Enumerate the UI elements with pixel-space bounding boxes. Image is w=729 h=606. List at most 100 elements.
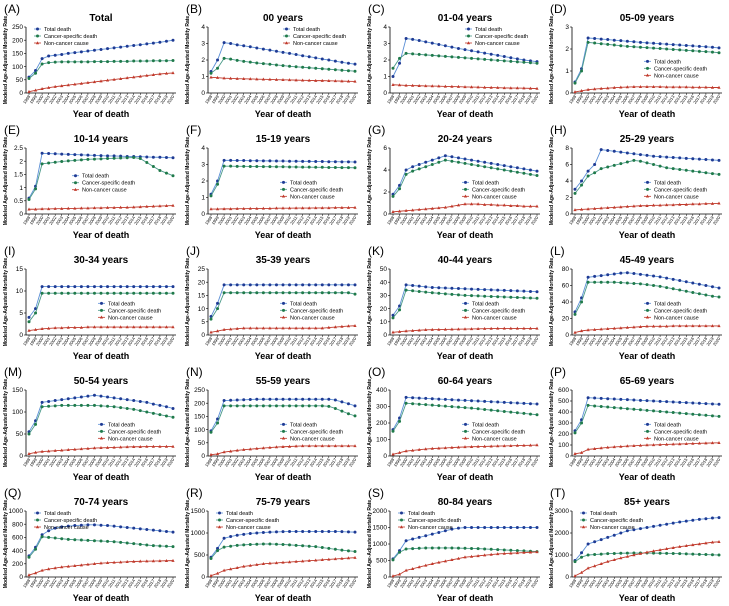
panel-letter: (S) <box>368 486 384 500</box>
data-point-noncancer <box>60 206 64 210</box>
data-point-noncancer <box>145 204 149 208</box>
data-point-total <box>717 402 721 406</box>
data-point-cancer <box>47 535 51 539</box>
legend-marker <box>282 422 285 426</box>
data-point-total <box>40 57 44 61</box>
data-point-noncancer <box>248 77 252 81</box>
x-tick-label: 2017 <box>510 457 520 468</box>
y-tick-label: 2000 <box>555 530 570 537</box>
data-point-noncancer <box>86 80 90 84</box>
data-point-total <box>502 400 506 404</box>
data-point-cancer <box>353 549 357 553</box>
data-point-noncancer <box>164 444 169 448</box>
y-tick-label: 4 <box>201 145 205 152</box>
x-tick-label: 2012 <box>478 94 488 105</box>
data-point-noncancer <box>651 443 656 447</box>
data-point-total <box>424 40 428 44</box>
series-line-noncancer <box>210 557 356 577</box>
data-point-noncancer <box>248 447 252 451</box>
data-point-total <box>294 397 298 401</box>
data-point-total <box>443 397 447 401</box>
data-point-noncancer <box>612 558 616 562</box>
data-point-cancer <box>509 59 513 63</box>
x-tick-label: 2017 <box>146 336 156 347</box>
legend-marker <box>581 525 586 529</box>
data-point-total <box>606 397 610 401</box>
data-point-total <box>430 397 434 401</box>
data-point-noncancer <box>301 559 305 563</box>
x-tick-label: 2006 <box>438 94 448 105</box>
x-tick-label: 1999 <box>28 215 38 226</box>
legend-marker <box>582 518 585 522</box>
data-point-total <box>430 285 434 289</box>
data-point-noncancer <box>710 85 715 89</box>
data-point-total <box>268 530 272 534</box>
x-tick-label: 1999 <box>210 215 220 226</box>
x-tick-label: 2001 <box>224 94 234 105</box>
x-tick-label: 1998 <box>386 215 396 226</box>
data-point-cancer <box>79 403 83 407</box>
data-point-noncancer <box>456 445 461 449</box>
data-point-cancer <box>274 404 278 408</box>
data-point-cancer <box>684 48 688 52</box>
data-point-cancer <box>483 407 487 411</box>
data-point-noncancer <box>164 71 169 75</box>
data-point-total <box>333 398 337 402</box>
data-point-total <box>346 61 350 65</box>
data-point-noncancer <box>242 206 246 210</box>
data-point-total <box>665 42 669 46</box>
data-point-cancer <box>307 404 311 408</box>
data-point-total <box>268 159 272 163</box>
data-point-total <box>476 287 480 291</box>
data-point-noncancer <box>255 77 259 81</box>
data-point-cancer <box>580 69 584 73</box>
data-point-cancer <box>40 405 44 409</box>
data-point-cancer <box>450 159 454 163</box>
data-point-noncancer <box>579 89 584 92</box>
legend-marker <box>645 73 650 77</box>
x-tick-label: 2001 <box>224 457 234 468</box>
data-point-noncancer <box>158 204 162 208</box>
data-point-total <box>671 277 675 281</box>
data-point-noncancer <box>424 84 428 88</box>
legend-label: Total death <box>654 59 681 65</box>
data-point-cancer <box>222 545 226 549</box>
data-point-noncancer <box>678 85 682 89</box>
x-tick-label: 2006 <box>256 457 266 468</box>
legend-marker <box>36 518 39 522</box>
data-point-cancer <box>145 543 149 547</box>
x-tick-label: 2018 <box>335 457 345 468</box>
x-tick-label: 1998 <box>22 336 32 347</box>
data-point-total <box>171 285 175 289</box>
x-tick-label: 2017 <box>328 578 338 589</box>
data-point-noncancer <box>353 323 357 327</box>
data-point-noncancer <box>145 73 149 77</box>
data-point-cancer <box>502 168 506 172</box>
data-point-total <box>437 530 441 534</box>
x-tick-label: 2006 <box>620 336 630 347</box>
data-point-noncancer <box>691 441 695 445</box>
data-point-total <box>522 401 526 405</box>
data-point-cancer <box>171 174 175 178</box>
data-point-total <box>717 158 721 162</box>
y-tick-label: 1 <box>565 68 569 75</box>
data-point-noncancer <box>463 202 467 206</box>
data-point-total <box>658 155 662 159</box>
x-tick-label: 2008 <box>87 336 97 347</box>
x-tick-label: 2009 <box>640 336 650 347</box>
data-point-total <box>79 395 83 399</box>
x-tick-label: 2019 <box>341 457 351 468</box>
data-point-total <box>470 158 474 162</box>
x-tick-label: 2019 <box>341 215 351 226</box>
data-point-total <box>288 397 292 401</box>
x-tick-label: 2007 <box>627 457 637 468</box>
x-tick-label: 2007 <box>263 336 273 347</box>
x-tick-label: 2017 <box>510 336 520 347</box>
data-point-cancer <box>53 291 57 295</box>
data-point-noncancer <box>158 72 162 76</box>
x-tick-label: 2003 <box>237 457 247 468</box>
data-point-cancer <box>665 410 669 414</box>
data-point-cancer <box>619 406 623 410</box>
